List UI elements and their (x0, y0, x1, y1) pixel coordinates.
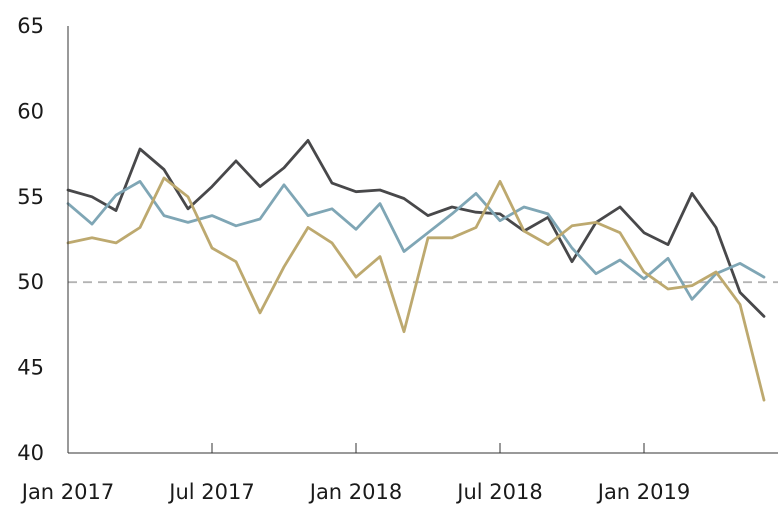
y-tick-label: 60 (17, 99, 44, 123)
y-tick-label: 40 (17, 441, 44, 465)
y-axis-ticks: 40 45 50 55 60 65 (17, 14, 44, 465)
series-line-1 (66, 138, 766, 318)
y-tick-label: 50 (17, 270, 44, 294)
x-axis-ticks: Jan 2017 Jul 2017 Jan 2018 Jul 2018 Jan 2019 (20, 443, 691, 504)
x-tick-label: Jan 2019 (596, 480, 691, 504)
y-tick-label: 55 (17, 185, 44, 209)
x-tick-label: Jul 2017 (167, 480, 254, 504)
x-tick-label: Jan 2017 (20, 480, 115, 504)
x-tick-label: Jan 2018 (308, 480, 403, 504)
series-line-3 (66, 176, 766, 402)
x-tick-label: Jul 2018 (455, 480, 542, 504)
series-lines (66, 138, 766, 402)
y-tick-label: 45 (17, 356, 44, 380)
y-tick-label: 65 (17, 14, 44, 38)
